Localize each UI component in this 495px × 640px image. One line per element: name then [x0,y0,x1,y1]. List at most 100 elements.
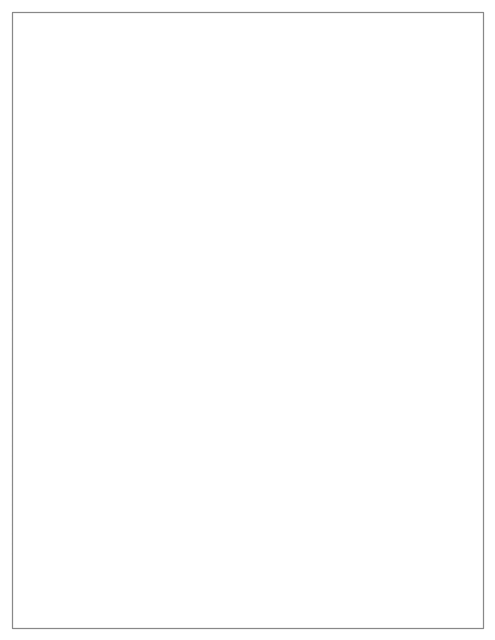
Bar [12,393,483,403]
Text: R: R [377,173,382,182]
Text: PP: PP [433,125,445,134]
Text: N: N [258,301,264,310]
Text: R: R [406,437,412,446]
Text: N: N [317,427,323,436]
Text: R: R [377,393,382,402]
Text: N: N [198,271,205,280]
Text: R: R [258,193,264,202]
Text: CN: CN [225,568,238,577]
Text: R: R [288,476,294,485]
Text: N: N [198,261,205,271]
Text: N: N [288,163,294,172]
Text: HYDROCARBONS: HYDROCARBONS [205,605,290,614]
Text: R: R [258,173,264,182]
Text: R: R [258,437,264,446]
Text: N: N [198,252,205,260]
Bar [12,446,483,456]
Text: R: R [406,301,412,310]
Text: R: R [406,535,412,544]
Text: L: L [199,291,204,300]
Text: Methyl Cellosolve: Methyl Cellosolve [16,536,77,542]
Text: -: - [407,349,410,358]
Text: L: L [347,212,352,221]
Text: R: R [377,310,382,319]
Text: Acetic, 25%: Acetic, 25% [16,175,57,180]
Text: N: N [288,242,294,251]
Text: R: R [436,163,442,172]
Text: N: N [288,340,294,349]
Text: Boric: Boric [16,214,34,220]
Text: L: L [258,383,263,392]
Text: R: R [436,476,442,485]
Bar [12,456,483,466]
Text: R: R [377,535,382,544]
Text: N: N [288,393,294,402]
Text: N: N [288,271,294,280]
Bar [12,232,483,241]
Text: R: R [377,456,382,465]
Bar [12,427,483,436]
Text: Trichloroacetic 10%: Trichloroacetic 10% [16,351,85,357]
Text: R: R [288,525,294,534]
Bar [12,364,483,378]
Text: PTFE: PTFE [368,568,391,577]
Text: L: L [199,330,204,339]
Text: R: R [347,506,353,515]
Text: R: R [317,466,323,476]
Bar [12,12,157,70]
Text: -: - [319,456,322,465]
Text: N: N [346,193,353,202]
Text: R: R [436,173,442,182]
Text: R: R [199,495,205,504]
Bar [12,222,483,232]
Text: GVS: GVS [55,20,113,44]
Text: R: R [436,466,442,476]
Text: R: R [317,242,323,251]
Text: R: R [199,212,205,221]
Text: L: L [288,466,293,476]
Text: R: R [436,271,442,280]
Text: N: N [346,261,353,271]
Text: R: R [406,320,412,329]
Text: R: R [436,203,442,212]
Text: N: N [288,252,294,260]
Text: R: R [347,486,353,495]
Text: R: R [465,466,471,476]
Text: R: R [465,456,471,465]
Text: N: N [317,340,323,349]
Text: N: N [288,301,294,310]
Bar [12,339,483,349]
Text: R: R [317,495,323,504]
Text: Hydrochloric 6 N: Hydrochloric 6 N [16,243,74,250]
Text: -: - [437,456,440,465]
Bar [12,310,483,320]
Text: R: R [436,222,442,231]
Text: R: R [377,447,382,456]
Text: N: N [346,232,353,241]
Text: Glycerol: Glycerol [16,497,45,503]
Text: GF: GF [462,125,474,134]
Text: L: L [288,545,293,554]
Text: R: R [377,163,382,172]
Text: R: R [406,232,412,241]
Text: R: R [377,252,382,260]
Text: R: R [199,506,205,515]
Text: R: R [288,349,294,358]
Text: N: N [258,281,264,290]
Text: R: R [377,383,382,392]
Text: R: R [377,437,382,446]
Text: N: N [288,320,294,329]
Bar [12,383,483,393]
Text: R: R [465,203,471,212]
Text: N: N [346,349,353,358]
Text: R: R [258,506,264,515]
Text: N: N [198,193,205,202]
Text: Hydrochloric 25%: Hydrochloric 25% [16,234,78,239]
Bar [12,202,483,212]
Text: Hydrofluoric 10%: Hydrofluoric 10% [16,263,77,269]
Text: RC: RC [255,568,267,577]
Text: L: L [347,466,352,476]
Text: R: R [436,252,442,260]
Text: -: - [407,222,410,231]
Text: GF: GF [462,568,474,577]
